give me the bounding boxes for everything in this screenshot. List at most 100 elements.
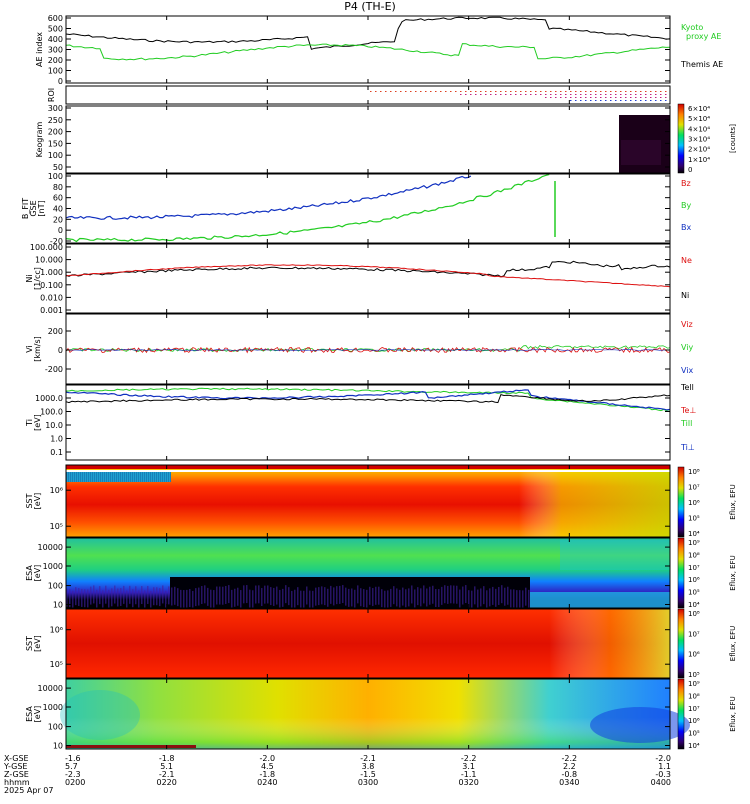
esa-e-noise (186, 589, 188, 608)
temperature-legend-tell: Tell (680, 383, 694, 392)
esa-e-tick-label: 10 (53, 601, 63, 610)
keogram-colorbar-tick: 5×10⁴ (688, 115, 710, 123)
sst-i-colorbar-label: Eflux, EFU (729, 626, 737, 661)
esa-e-noise (162, 585, 164, 604)
roi-dot (475, 91, 477, 92)
roi-dot (595, 97, 597, 98)
roi-dot (625, 97, 627, 98)
sst-e-colorbar-tick: 10⁸ (688, 468, 700, 476)
roi-dot (550, 94, 552, 95)
esa-e-noise (528, 589, 530, 608)
density-legend-ne: Ne (681, 256, 692, 265)
roi-dot (550, 91, 552, 92)
roi-dot (590, 97, 592, 98)
roi-dot (580, 97, 582, 98)
roi-dot (660, 97, 662, 98)
temperature-tick-label: 100.0 (40, 408, 63, 417)
esa-e-noise (291, 590, 293, 609)
keogram-tick-label: 200 (48, 128, 63, 137)
roi-dot (605, 91, 607, 92)
esa-e-noise (72, 590, 74, 609)
esa-e-noise (255, 585, 257, 604)
ae-legend-themis: Themis AE (680, 60, 723, 69)
roi-dot (385, 91, 387, 92)
esa-e-noise (366, 589, 368, 608)
sst-e-ylabel: [eV] (33, 493, 42, 510)
ae-tick-label: 500 (48, 25, 63, 34)
roi-dot (605, 100, 607, 101)
esa-e-noise (120, 588, 122, 607)
esa-e-noise (294, 589, 296, 608)
esa-e-noise (156, 587, 158, 606)
b-ylabel: GSE (29, 200, 38, 216)
roi-dot (480, 94, 482, 95)
roi-dot (420, 91, 422, 92)
time-tick-y-gse: 3.1 (462, 762, 475, 771)
ae-themis-line (65, 16, 671, 50)
sst-e-stripe (96, 470, 97, 482)
sst-e-stripe (168, 470, 169, 482)
esa-e-tick-label: 100 (48, 582, 63, 591)
esa-i-cyan-blob (60, 690, 140, 740)
esa-i-colorbar-tick: 10⁶ (688, 717, 700, 725)
sst-i-tick-label: 10⁵ (50, 660, 63, 669)
roi-dot (665, 94, 667, 95)
esa-e-noise (270, 587, 272, 606)
sst-e-stripe (94, 470, 95, 482)
time-tick-y-gse: 2.2 (563, 762, 576, 771)
esa-e-noise (150, 590, 152, 609)
b-tick-label: 100 (48, 172, 63, 181)
roi-dot (625, 91, 627, 92)
roi-dot (650, 91, 652, 92)
esa-e-noise (90, 586, 92, 605)
sst-i-ylabel: SST (25, 636, 34, 651)
roi-dot (485, 94, 487, 95)
roi-dot (590, 100, 592, 101)
sst-e-stripe (124, 470, 125, 482)
roi-dot (570, 97, 572, 98)
sst-e-stripe (90, 470, 91, 482)
roi-dot (505, 94, 507, 95)
esa-e-noise (108, 589, 110, 608)
esa-e-noise (447, 585, 449, 604)
esa-e-colorbar-tick: 10⁷ (688, 564, 700, 572)
roi-dot (555, 91, 557, 92)
roi-dot (650, 97, 652, 98)
esa-e-noise (444, 585, 446, 604)
esa-e-noise (348, 588, 350, 607)
time-tick-hhmm: 0320 (458, 778, 478, 787)
esa-e-noise (372, 588, 374, 607)
esa-e-noise (399, 589, 401, 608)
sst-i-ylabel: [eV] (33, 635, 42, 652)
figure-title: P4 (TH-E) (344, 0, 396, 13)
esa-e-noise (177, 588, 179, 607)
time-tick-x-gse: -2.0 (260, 754, 276, 763)
b-bx-line (65, 175, 472, 220)
roi-dot (450, 91, 452, 92)
esa-e-noise (510, 589, 512, 608)
esa-e-noise (201, 585, 203, 604)
esa-e-noise (216, 586, 218, 605)
esa-e-noise (330, 585, 332, 604)
roi-dot (465, 94, 467, 95)
sst-i-colorbar-tick: 10⁵ (688, 671, 700, 679)
esa-e-noise (456, 585, 458, 604)
roi-dot (615, 97, 617, 98)
esa-e-noise (258, 585, 260, 604)
esa-i-colorbar-tick: 10⁹ (688, 680, 700, 688)
sst-e-stripe (78, 470, 79, 482)
roi-dot (640, 91, 642, 92)
esa-e-noise (501, 585, 503, 604)
b-legend: By (681, 201, 691, 210)
esa-e-noise (519, 590, 521, 609)
esa-e-noise (309, 590, 311, 609)
esa-e-noise (483, 586, 485, 605)
esa-e-noise (99, 586, 101, 605)
keogram-colorbar-tick: 1×10⁴ (688, 156, 710, 164)
sst-e-stripe (130, 470, 131, 482)
esa-e-cyan-wash (560, 540, 670, 570)
temperature-legend-teperp: Te⊥ (680, 406, 696, 415)
sst-i-colorbar (677, 608, 685, 679)
sst-e-stripe (152, 470, 153, 482)
